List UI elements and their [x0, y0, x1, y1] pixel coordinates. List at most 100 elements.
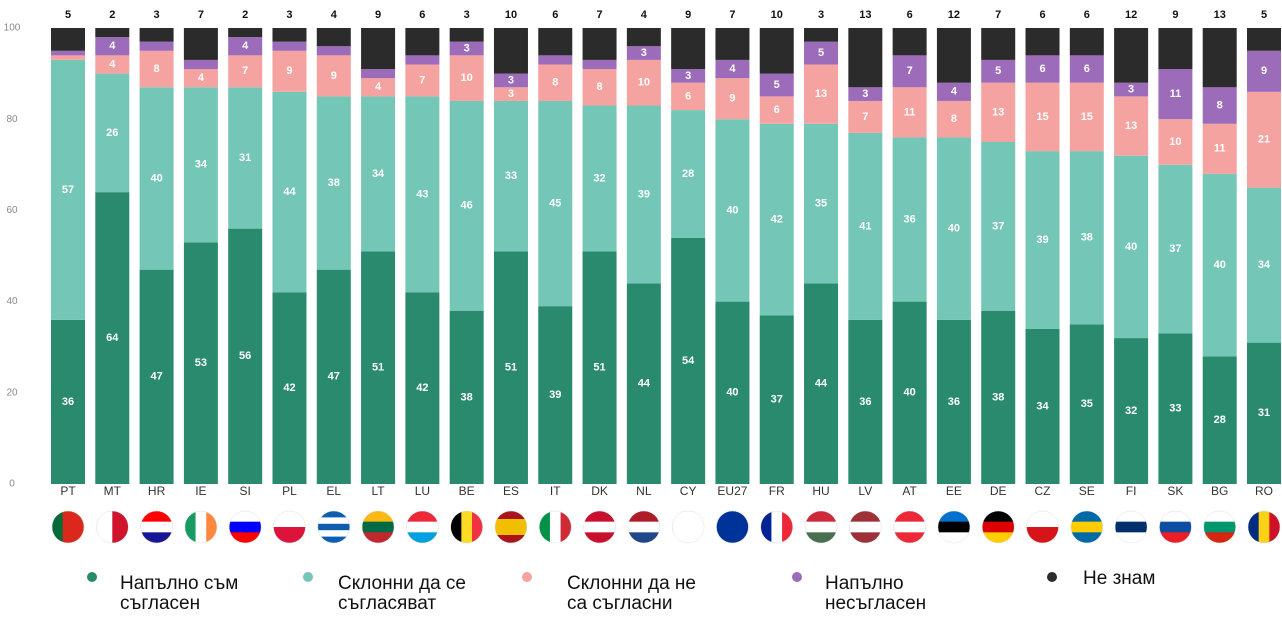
data-label: 37 [992, 220, 1004, 232]
data-label: 9 [1172, 9, 1178, 21]
bar-segment [449, 310, 484, 484]
bar-segment [626, 28, 661, 47]
data-label: 51 [593, 362, 605, 374]
data-label: 2 [242, 9, 248, 21]
bar-segment [848, 28, 883, 88]
data-label: 3 [154, 9, 160, 21]
flag-stripe [982, 511, 1015, 523]
bar-segment [671, 82, 706, 111]
flag-outline [317, 510, 351, 544]
bar-segment [804, 283, 839, 484]
bar-segment [1247, 91, 1281, 188]
bar-segment [538, 28, 573, 56]
data-label: 8 [154, 63, 160, 75]
bar-segment [582, 251, 617, 484]
bar-segment [759, 315, 794, 484]
x-tick-label: BE [459, 484, 475, 498]
flag-outline [361, 510, 395, 544]
x-tick-label: FR [769, 484, 785, 498]
data-label: 21 [1258, 134, 1270, 146]
data-label: 6 [1039, 63, 1045, 75]
data-label: 3 [1128, 83, 1134, 95]
bar-segment [1025, 82, 1060, 152]
data-label: 42 [416, 382, 428, 394]
bar-segment [1158, 333, 1193, 484]
x-tick-label: ES [503, 484, 519, 498]
flag-stripe [805, 521, 838, 533]
data-label: 9 [729, 93, 735, 105]
bar-segment [671, 69, 706, 83]
flag-stripe [1159, 511, 1192, 523]
flag-stripe [494, 511, 527, 520]
flag-stripe [184, 511, 197, 543]
data-label: 3 [641, 47, 647, 59]
flag-outline [51, 510, 85, 544]
flag-stripe [1159, 532, 1192, 543]
flag-outline [140, 510, 173, 544]
bar-segment [405, 96, 440, 293]
bar-segment [538, 306, 573, 484]
bar-segment [582, 105, 617, 252]
flag-stripe [472, 511, 483, 543]
bar-segment [981, 82, 1016, 142]
x-tick-label: HR [148, 484, 166, 498]
flag-stripe [982, 521, 1015, 533]
data-label: 40 [726, 204, 738, 216]
bar-segment [272, 292, 307, 484]
y-tick-label: 40 [6, 296, 18, 307]
data-label: 5 [995, 65, 1001, 77]
data-label: 36 [859, 396, 871, 408]
bar-segment [1114, 96, 1149, 156]
data-label: 33 [505, 170, 517, 182]
data-label: 57 [62, 184, 74, 196]
bar-segment [538, 100, 573, 307]
data-label: 2 [109, 9, 115, 21]
flag-outline [228, 510, 262, 544]
flag-stripe [583, 532, 616, 543]
bar-segment [95, 28, 130, 38]
data-label: 3 [464, 9, 470, 21]
data-label: 13 [992, 106, 1004, 118]
flag-outline [849, 510, 882, 544]
flag [672, 511, 705, 543]
bar-segment [671, 28, 706, 70]
flag [140, 511, 173, 543]
flag-stripe [317, 530, 350, 538]
flag-stripe [1248, 511, 1260, 543]
data-label: 44 [283, 186, 296, 198]
flag-stripe [1026, 527, 1059, 543]
bar-segment [272, 28, 307, 42]
y-tick-label: 0 [9, 479, 15, 490]
flag-stripe [937, 532, 970, 543]
flag-stripe [406, 521, 439, 533]
bar-segment [892, 55, 927, 88]
flag [450, 511, 483, 543]
data-label: 4 [951, 86, 958, 98]
data-label: 51 [505, 362, 517, 374]
data-label: 10 [1169, 136, 1181, 148]
data-label: 38 [1081, 232, 1093, 244]
flag-outline [981, 510, 1015, 544]
bar-segment [228, 228, 263, 484]
data-label: 44 [815, 378, 828, 390]
flag [583, 511, 616, 543]
flag-outline [1114, 510, 1148, 544]
bar-segment [804, 41, 839, 65]
x-tick-label: LT [372, 484, 386, 498]
flag [1203, 511, 1236, 543]
bar-segment [51, 50, 85, 56]
bar-segment [405, 28, 440, 56]
flag [406, 511, 439, 543]
flag-stripe [893, 532, 926, 543]
data-label: 46 [461, 200, 473, 212]
bar-segment [892, 87, 927, 138]
x-tick-label: SI [240, 484, 251, 498]
bar-segment [183, 59, 218, 70]
flag-stripe [1203, 511, 1236, 523]
data-label: 8 [951, 113, 957, 125]
bar-segment [228, 55, 263, 88]
bar-segment [936, 100, 971, 138]
bar-segment [759, 28, 794, 74]
bar-segment [715, 28, 750, 60]
